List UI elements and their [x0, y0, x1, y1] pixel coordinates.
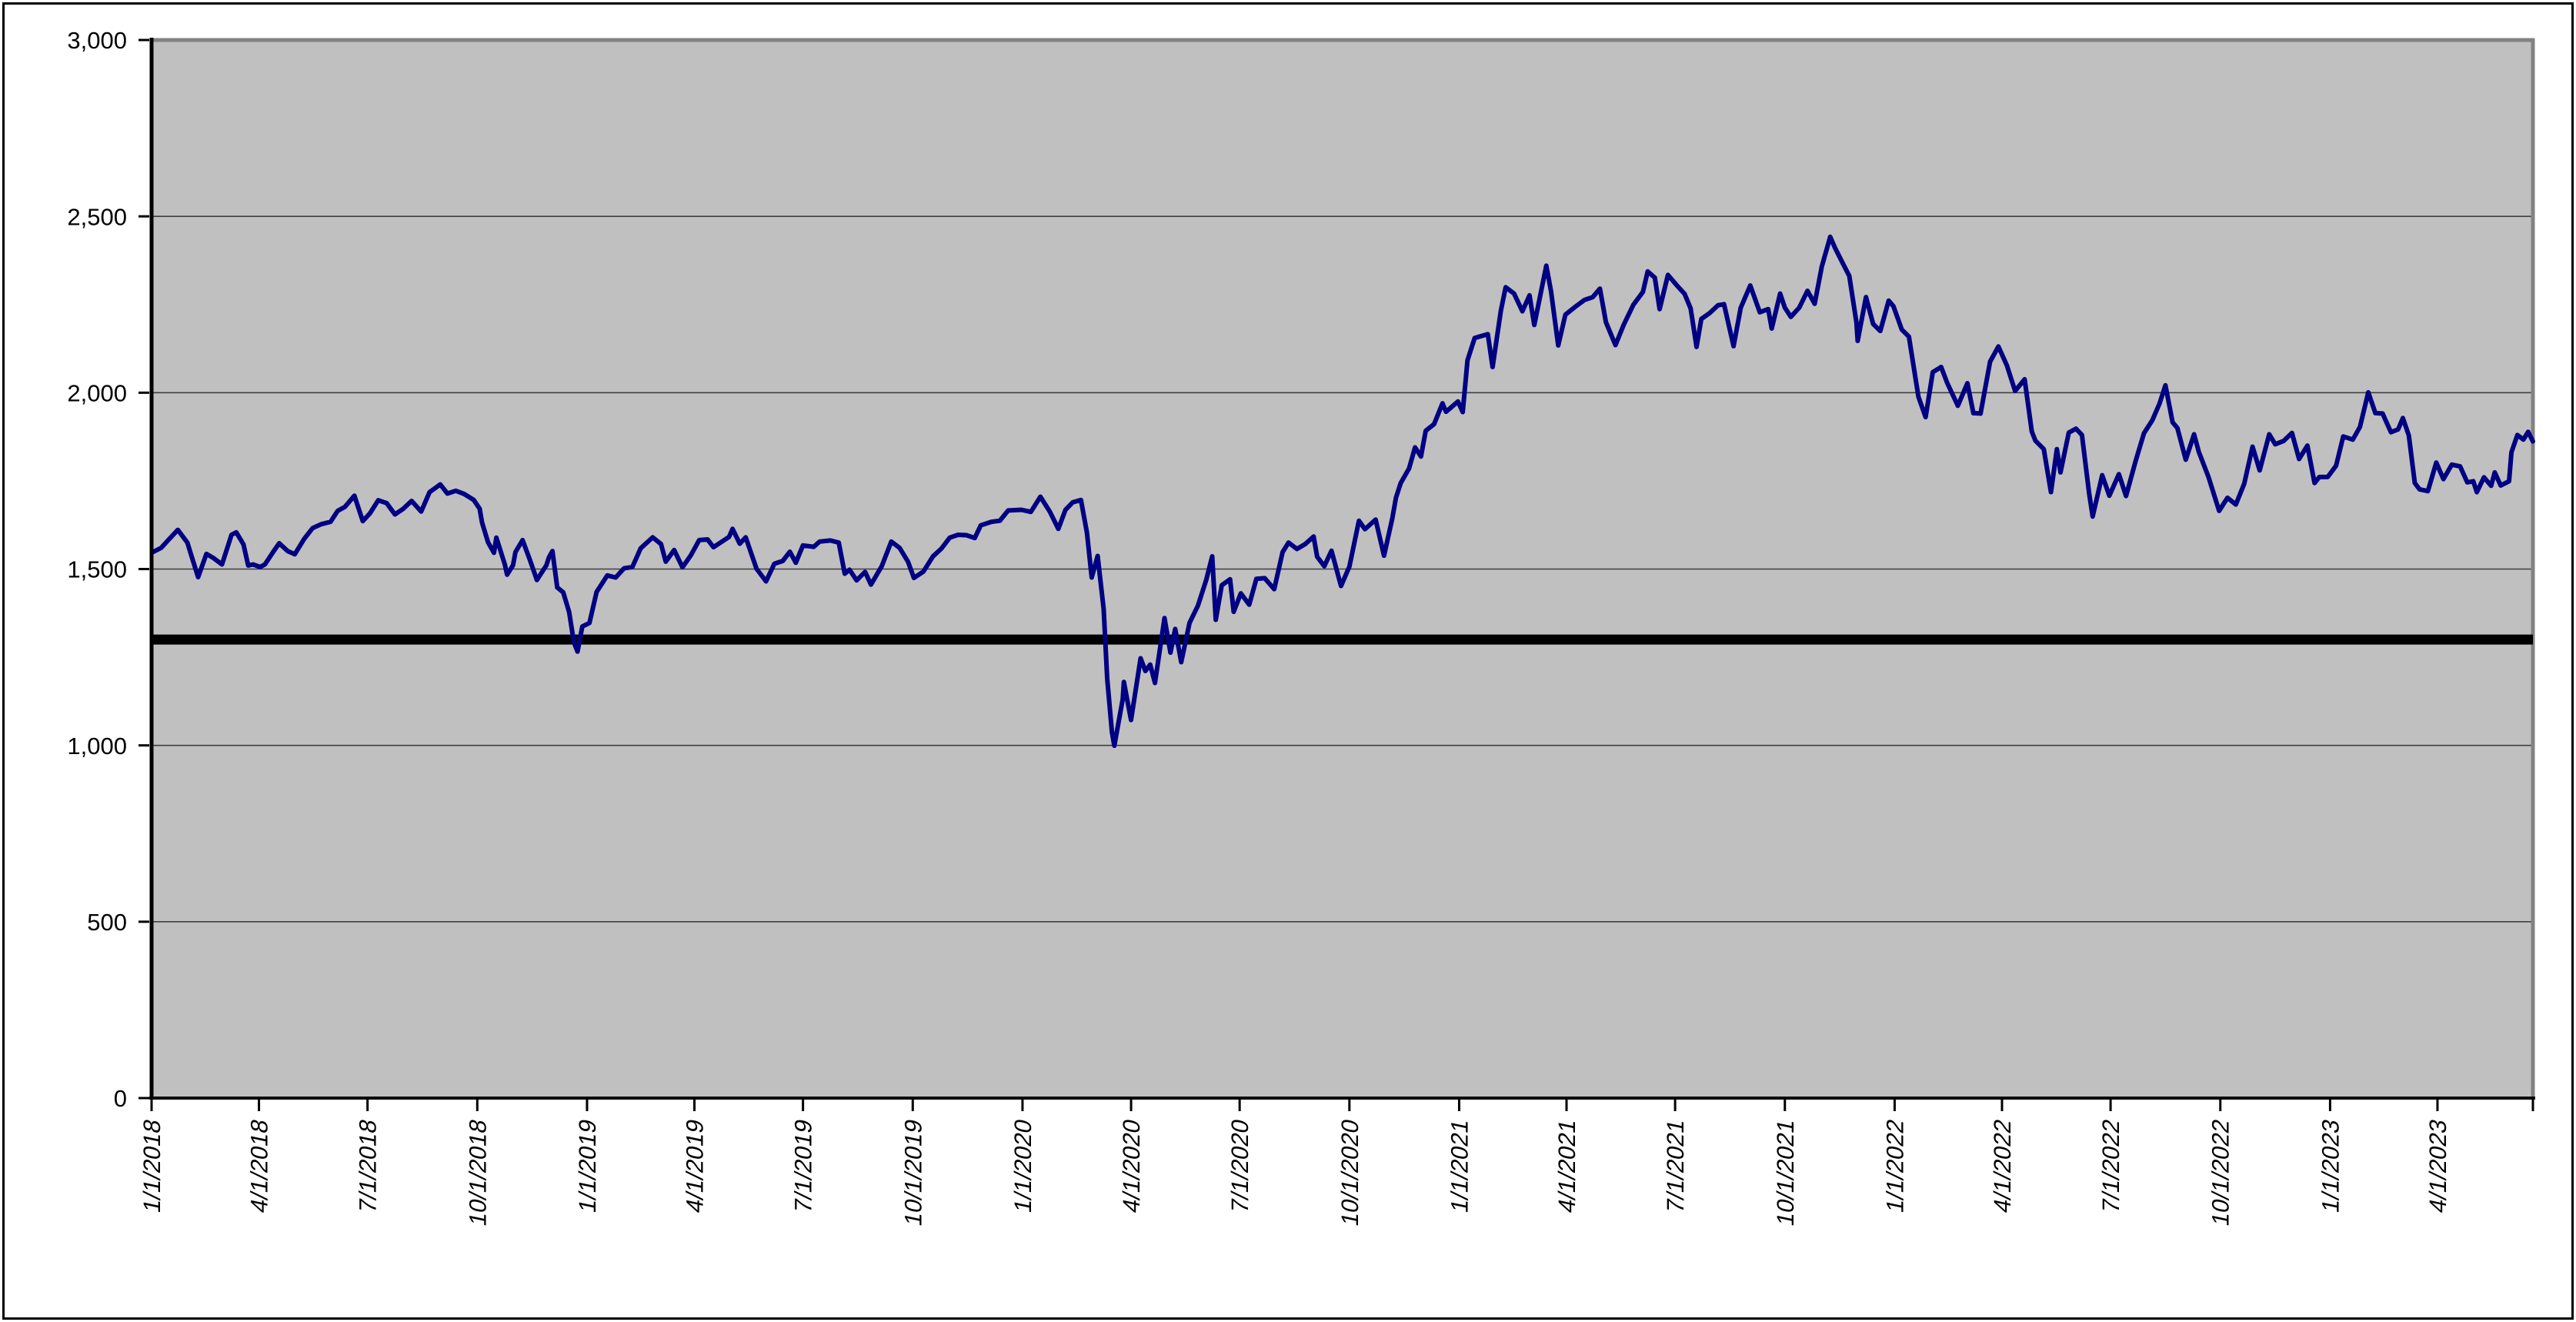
- price-series-line: [150, 234, 2535, 749]
- x-axis-tick-label: 4/1/2018: [246, 1117, 273, 1215]
- x-axis-tick-label: 7/1/2019: [790, 1117, 817, 1215]
- y-axis-tick-label: 500: [87, 909, 127, 936]
- x-axis-tick-label: 4/1/2023: [2424, 1117, 2451, 1215]
- x-axis-tick-label: 4/1/2022: [1989, 1117, 2016, 1215]
- x-axis-tick-label: 4/1/2019: [682, 1117, 709, 1215]
- x-axis-tick-label: 1/1/2021: [1446, 1117, 1473, 1215]
- y-axis-tick-label: 2,500: [67, 203, 127, 230]
- x-axis-tick-label: 1/1/2020: [1009, 1117, 1036, 1215]
- x-axis-tick-label: 4/1/2020: [1118, 1117, 1145, 1215]
- x-axis-tick-label: 10/1/2021: [1772, 1117, 1799, 1228]
- x-axis-tick-label: 7/1/2022: [2097, 1117, 2124, 1215]
- x-axis-tick-label: 1/1/2018: [138, 1117, 165, 1215]
- x-axis-tick-label: 7/1/2018: [355, 1117, 382, 1215]
- x-axis-tick-label: 1/1/2022: [1882, 1117, 1909, 1215]
- y-axis-tick-label: 2,000: [67, 379, 127, 406]
- y-axis-tick-label: 0: [114, 1085, 127, 1112]
- y-axis-tick-label: 3,000: [67, 27, 127, 54]
- y-axis-tick-label: 1,500: [67, 556, 127, 583]
- x-axis-tick-label: 7/1/2021: [1662, 1117, 1689, 1215]
- x-axis-tick-label: 10/1/2020: [1336, 1117, 1363, 1228]
- x-axis-tick-label: 10/1/2018: [465, 1117, 492, 1228]
- x-axis-tick-label: 10/1/2022: [2207, 1117, 2234, 1228]
- x-axis-tick-label: 7/1/2020: [1226, 1117, 1253, 1215]
- x-axis-tick-label: 4/1/2021: [1553, 1117, 1580, 1215]
- y-axis-tick-label: 1,000: [67, 733, 127, 759]
- x-axis-tick-label: 10/1/2019: [900, 1117, 927, 1228]
- x-axis-tick-label: 1/1/2023: [2317, 1117, 2344, 1215]
- x-axis-tick-label: 1/1/2019: [574, 1117, 601, 1215]
